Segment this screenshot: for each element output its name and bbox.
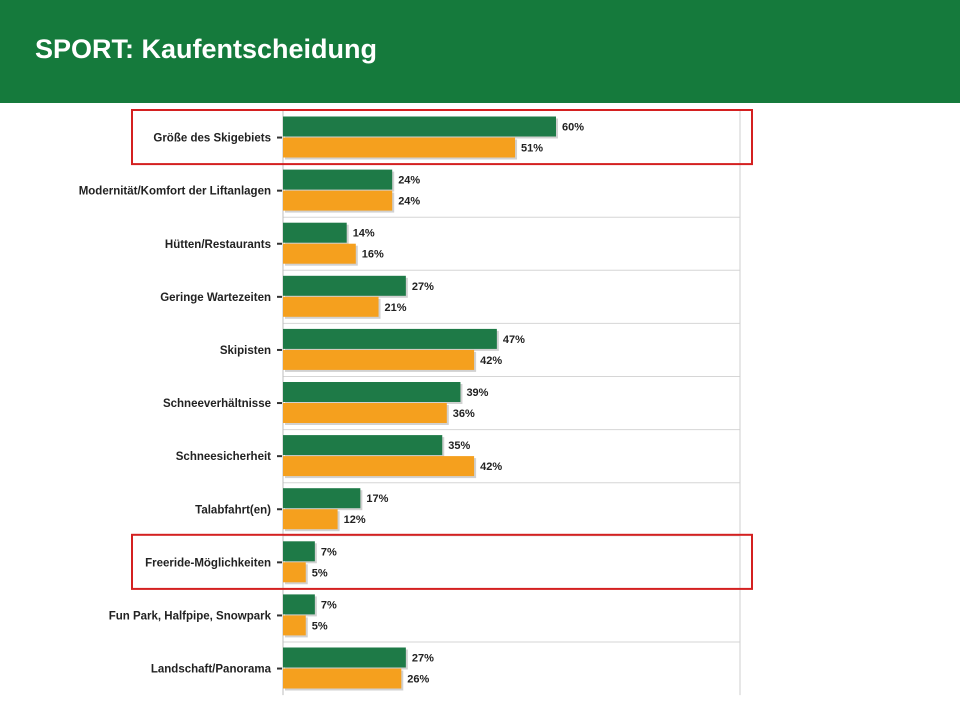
value-label: 12% <box>344 514 366 526</box>
value-label: 36% <box>453 408 475 420</box>
bar <box>283 222 347 243</box>
value-label: 21% <box>385 302 407 314</box>
value-label: 42% <box>480 355 502 367</box>
value-label: 24% <box>398 175 420 187</box>
bar <box>283 509 338 530</box>
value-label: 47% <box>503 334 525 346</box>
value-label: 60% <box>562 122 584 134</box>
bar <box>283 116 556 137</box>
bar <box>283 296 379 317</box>
bar <box>283 328 497 349</box>
category-label: Geringe Wartezeiten <box>160 292 271 304</box>
category-label: Schneesicherheit <box>176 451 271 463</box>
bar-chart: Größe des Skigebiets 60% 51% Modernität/Kom… <box>79 109 753 696</box>
value-label: 39% <box>466 387 488 399</box>
bar <box>283 435 443 456</box>
value-label: 5% <box>312 567 328 579</box>
highlight-box <box>131 533 753 590</box>
bar <box>283 382 461 402</box>
category-label: Modernität/Komfort der Liftanlagen <box>79 186 271 198</box>
value-label: 7% <box>321 546 337 558</box>
bar <box>283 349 475 370</box>
category-label: Größe des Skigebiets <box>153 133 271 145</box>
bar <box>283 403 447 423</box>
category-label: Talabfahrt(en) <box>195 504 271 516</box>
bar <box>283 562 306 583</box>
value-label: 35% <box>448 440 470 452</box>
bar <box>283 137 516 158</box>
value-label: 7% <box>321 599 337 611</box>
value-label: 42% <box>480 461 502 473</box>
bar <box>283 594 315 615</box>
value-label: 51% <box>521 143 543 155</box>
value-label: 14% <box>353 228 375 240</box>
bar <box>283 668 402 689</box>
bar <box>283 190 393 211</box>
bar <box>283 243 356 264</box>
slide-header: SPORT: Kaufentscheidung <box>0 0 960 103</box>
value-label: 16% <box>362 249 384 261</box>
bar <box>283 647 406 668</box>
category-label: Skipisten <box>220 345 271 357</box>
value-label: 24% <box>398 196 420 208</box>
value-label: 5% <box>312 620 328 632</box>
bar <box>283 456 475 477</box>
category-label: Fun Park, Halfpipe, Snowpark <box>109 610 272 622</box>
value-label: 17% <box>366 493 388 505</box>
category-label: Schneeverhältnisse <box>163 398 271 410</box>
bar <box>283 488 361 509</box>
category-label: Hütten/Restaurants <box>165 239 271 251</box>
value-label: 26% <box>407 674 429 686</box>
slide-title: SPORT: Kaufentscheidung <box>35 34 378 64</box>
bar <box>283 541 315 562</box>
bar <box>283 169 393 190</box>
bar <box>283 275 406 296</box>
bar <box>283 615 306 636</box>
value-label: 27% <box>412 281 434 293</box>
category-label: Landschaft/Panorama <box>151 664 272 676</box>
category-label: Freeride-Möglichkeiten <box>145 557 271 569</box>
highlight-box <box>131 109 753 166</box>
value-label: 27% <box>412 653 434 665</box>
